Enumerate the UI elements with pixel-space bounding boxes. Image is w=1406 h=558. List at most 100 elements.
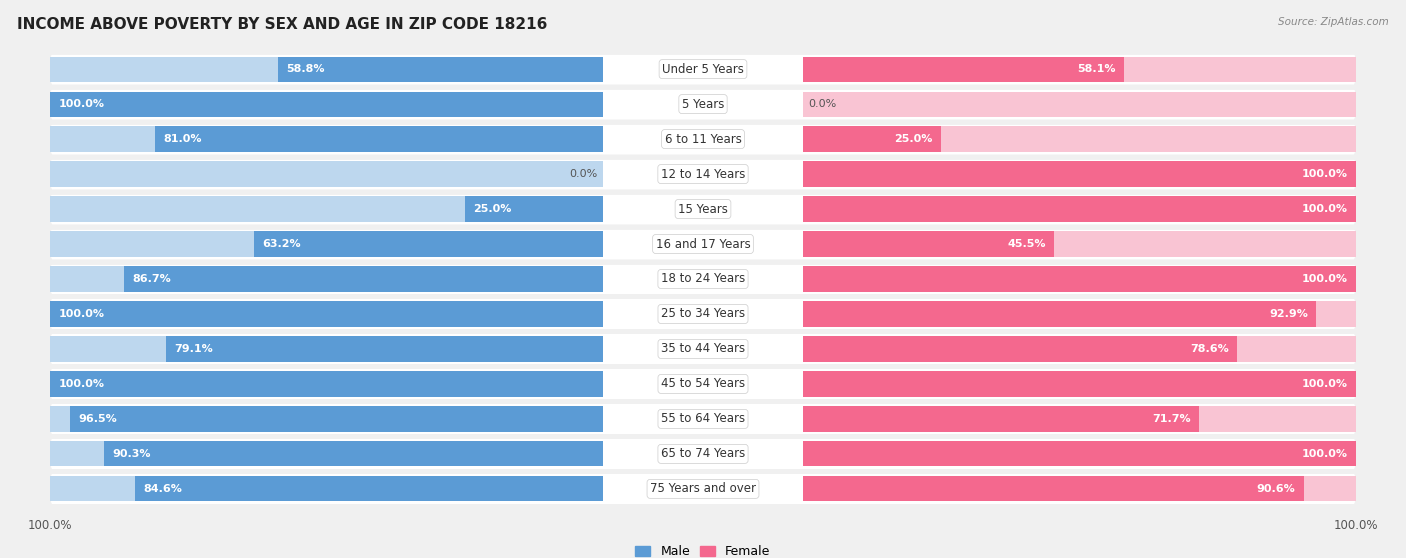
Bar [104,441,603,466]
FancyBboxPatch shape [51,299,1355,329]
Bar [51,56,603,81]
FancyBboxPatch shape [51,263,1355,295]
FancyBboxPatch shape [51,194,1355,224]
Text: 100.0%: 100.0% [1302,449,1347,459]
Bar [51,92,603,117]
Bar [51,371,603,397]
Text: 90.3%: 90.3% [112,449,150,459]
Bar [803,301,1316,326]
Bar [803,301,1355,326]
Text: INCOME ABOVE POVERTY BY SEX AND AGE IN ZIP CODE 18216: INCOME ABOVE POVERTY BY SEX AND AGE IN Z… [17,17,547,32]
Bar [155,127,603,152]
Legend: Male, Female: Male, Female [630,540,776,558]
Text: 96.5%: 96.5% [77,414,117,424]
Text: 45.5%: 45.5% [1008,239,1046,249]
Bar [254,232,603,257]
Bar [465,196,603,222]
FancyBboxPatch shape [51,439,1355,469]
Text: 12 to 14 Years: 12 to 14 Years [661,167,745,181]
Text: Under 5 Years: Under 5 Years [662,62,744,76]
Bar [51,161,603,187]
Bar [803,127,1355,152]
Bar [278,56,603,81]
Text: 6 to 11 Years: 6 to 11 Years [665,133,741,146]
FancyBboxPatch shape [51,474,1355,504]
Bar [803,232,1054,257]
Text: 65 to 74 Years: 65 to 74 Years [661,448,745,460]
Bar [51,301,603,326]
Bar [803,441,1355,466]
Bar [803,232,1355,257]
Text: 75 Years and over: 75 Years and over [650,482,756,496]
Text: 100.0%: 100.0% [1302,204,1347,214]
Text: 16 and 17 Years: 16 and 17 Years [655,238,751,251]
Text: 25 to 34 Years: 25 to 34 Years [661,307,745,320]
Text: 100.0%: 100.0% [1302,274,1347,284]
Bar [51,301,603,326]
Bar [803,336,1237,362]
FancyBboxPatch shape [51,89,1355,119]
Text: 63.2%: 63.2% [262,239,301,249]
Bar [135,477,603,502]
Text: 100.0%: 100.0% [59,99,104,109]
Bar [803,406,1199,431]
Text: 92.9%: 92.9% [1270,309,1308,319]
Text: 58.8%: 58.8% [287,64,325,74]
Bar [51,441,603,466]
Bar [51,127,603,152]
Bar [803,477,1355,502]
Text: 35 to 44 Years: 35 to 44 Years [661,343,745,355]
FancyBboxPatch shape [51,403,1355,434]
Text: 15 Years: 15 Years [678,203,728,215]
Text: 100.0%: 100.0% [1302,169,1347,179]
Bar [803,371,1355,397]
FancyBboxPatch shape [51,368,1355,400]
Text: 5 Years: 5 Years [682,98,724,110]
Text: 84.6%: 84.6% [143,484,183,494]
Bar [803,477,1303,502]
Bar [803,336,1355,362]
Text: Source: ZipAtlas.com: Source: ZipAtlas.com [1278,17,1389,27]
Bar [803,92,1355,117]
Bar [166,336,603,362]
Text: 90.6%: 90.6% [1257,484,1295,494]
Bar [51,371,603,397]
Bar [803,127,941,152]
Text: 100.0%: 100.0% [1302,379,1347,389]
FancyBboxPatch shape [51,54,1355,84]
Bar [803,371,1355,397]
Text: 71.7%: 71.7% [1153,414,1191,424]
Text: 58.1%: 58.1% [1077,64,1116,74]
Text: 0.0%: 0.0% [569,169,598,179]
Text: 79.1%: 79.1% [174,344,212,354]
Text: 100.0%: 100.0% [59,379,104,389]
Text: 86.7%: 86.7% [132,274,172,284]
Bar [803,161,1355,187]
Bar [803,266,1355,292]
FancyBboxPatch shape [51,334,1355,364]
Bar [51,92,603,117]
Bar [51,196,603,222]
Text: 45 to 54 Years: 45 to 54 Years [661,377,745,391]
Text: 78.6%: 78.6% [1191,344,1229,354]
Bar [124,266,603,292]
Bar [803,161,1355,187]
Bar [51,266,603,292]
Bar [51,477,603,502]
Text: 25.0%: 25.0% [894,134,932,144]
Text: 100.0%: 100.0% [59,309,104,319]
Text: 0.0%: 0.0% [808,99,837,109]
Bar [51,232,603,257]
Bar [803,196,1355,222]
FancyBboxPatch shape [51,124,1355,155]
FancyBboxPatch shape [51,229,1355,259]
Bar [803,56,1355,81]
Bar [803,56,1123,81]
Bar [51,406,603,431]
Text: 81.0%: 81.0% [163,134,202,144]
Bar [803,441,1355,466]
Text: 55 to 64 Years: 55 to 64 Years [661,412,745,425]
Bar [70,406,603,431]
Bar [51,336,603,362]
Text: 18 to 24 Years: 18 to 24 Years [661,272,745,286]
